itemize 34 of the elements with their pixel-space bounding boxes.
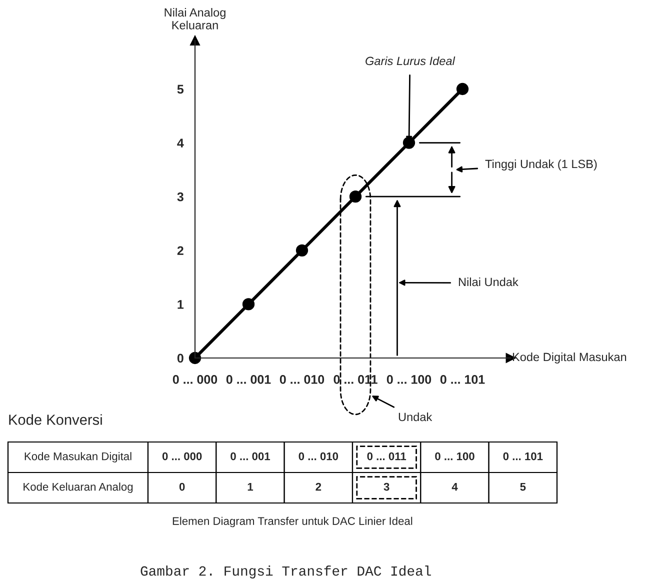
- text: 2: [316, 482, 322, 491]
- y-tick-label: 1: [178, 300, 184, 309]
- annotation: Tinggi Undak (1 LSB): [485, 159, 597, 170]
- x-tick-label: 0 ... 001: [226, 374, 271, 384]
- y-tick-label: 5: [177, 84, 184, 94]
- y-tick-label: 3: [177, 192, 184, 202]
- category-label: 0 ... 001: [230, 452, 270, 460]
- text: Elemen Diagram Transfer untuk DAC Linier Ideal: [172, 516, 412, 528]
- category-label: 0 ... 011: [367, 452, 406, 460]
- y-axis-title: Nilai Analog Keluaran: [164, 8, 226, 30]
- y-tick-label: 4: [177, 138, 184, 148]
- category-label: 0 ... 010: [298, 452, 338, 460]
- text: Kode Masukan Digital: [24, 452, 132, 462]
- text: 5: [520, 482, 526, 491]
- text: Undak: [398, 412, 432, 422]
- text: Gambar 2. Fungsi Transfer DAC Ideal: [140, 566, 431, 578]
- annotation: Garis Lurus Ideal: [366, 56, 456, 66]
- text: Kode Keluaran Analog: [24, 482, 133, 493]
- x-tick-label: 0 ... 100: [386, 374, 432, 384]
- text: Kode Konversi: [9, 414, 102, 425]
- x-tick-label: 0 ... 000: [172, 374, 218, 384]
- annotation: Nilai Undak: [458, 277, 518, 286]
- category-label: 0 ... 100: [435, 452, 474, 460]
- text: 3: [384, 482, 390, 491]
- x-tick-label: 0 ... 010: [280, 374, 324, 384]
- x-axis-title: Kode Digital Masukan: [512, 352, 626, 364]
- text: 4: [452, 482, 458, 491]
- y-tick-label: 2: [177, 246, 184, 255]
- x-tick-label: 0 ... 101: [440, 374, 485, 384]
- category-label: 0 ... 101: [503, 452, 543, 460]
- y-tick-label: 0: [177, 354, 184, 363]
- category-label: 0 ... 000: [162, 452, 202, 460]
- text: 1: [248, 482, 254, 491]
- x-tick-label: 0 ... 011: [334, 374, 378, 384]
